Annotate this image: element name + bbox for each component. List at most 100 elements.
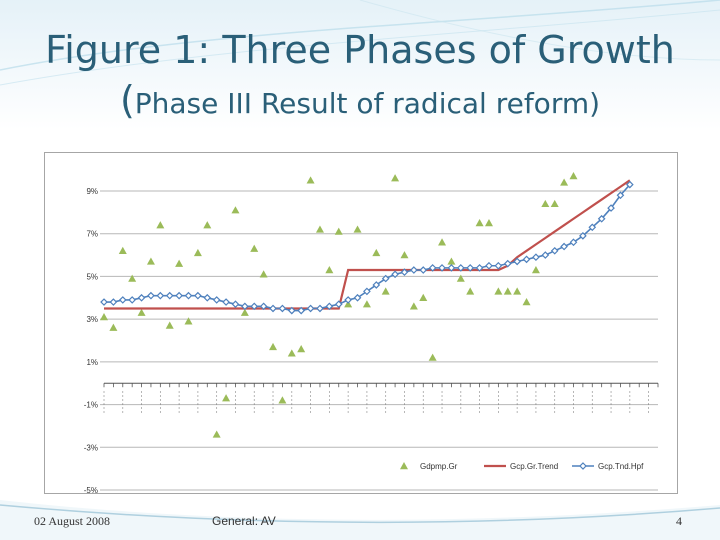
- data-point: [541, 251, 550, 259]
- data-point: [353, 293, 362, 302]
- data-point: [175, 291, 183, 300]
- data-point: [494, 287, 503, 295]
- data-point: [128, 274, 137, 282]
- data-point: [146, 257, 155, 265]
- data-point: [607, 204, 615, 212]
- slide-title: Figure 1: Three Phases of Growth: [45, 28, 675, 72]
- data-point: [428, 264, 437, 272]
- data-point: [259, 270, 268, 278]
- data-point: [240, 302, 249, 311]
- data-point: [400, 251, 409, 259]
- data-point: [588, 223, 597, 232]
- y-tick-label: 5%: [86, 272, 98, 281]
- data-point: [306, 176, 315, 184]
- data-point: [410, 266, 418, 274]
- data-point: [212, 430, 221, 438]
- data-point: [269, 304, 277, 313]
- grid-lines: [100, 190, 658, 491]
- data-point: [372, 248, 381, 257]
- data-point: [109, 298, 118, 306]
- chart-frame: [44, 152, 678, 494]
- data-point: [419, 266, 428, 274]
- data-point: [156, 291, 165, 300]
- footer-date: 02 August 2008: [34, 514, 111, 528]
- page-number: 4: [676, 514, 682, 528]
- data-point: [532, 253, 540, 262]
- data-point: [137, 293, 146, 302]
- data-point: [569, 172, 578, 180]
- slide-subtitle: (Phase III Result of radical reform): [0, 78, 720, 122]
- data-point: [541, 199, 550, 208]
- data-point: [250, 302, 259, 311]
- data-point: [184, 291, 193, 300]
- data-point: [306, 304, 315, 313]
- data-point: [316, 304, 324, 313]
- data-point: [513, 257, 522, 266]
- legend-item-0: Gdpmp.Gr: [400, 462, 458, 471]
- series-0: [100, 172, 578, 438]
- subtitle-text: Phase III Result of radical reform): [134, 87, 601, 120]
- footer-center: General: AV: [212, 514, 276, 528]
- y-tick-label: -1%: [84, 401, 98, 410]
- data-point: [128, 296, 137, 304]
- data-point: [363, 287, 371, 296]
- data-point: [513, 287, 522, 295]
- series-1: [104, 179, 631, 310]
- data-point: [184, 317, 193, 325]
- data-point: [118, 246, 127, 254]
- data-point: [503, 259, 512, 268]
- data-point: [109, 323, 118, 331]
- data-point: [400, 268, 409, 277]
- data-point: [156, 221, 165, 229]
- growth-chart: 9% 7% 5% 3% 1% -1% -3% -5% Gdpmp.Gr Gcp.Gr.Trend…: [44, 152, 678, 494]
- data-point: [409, 302, 418, 310]
- data-point: [231, 206, 240, 214]
- y-tick-label: -5%: [84, 486, 98, 494]
- data-point: [344, 296, 352, 304]
- data-point: [381, 274, 390, 283]
- data-point: [391, 270, 399, 279]
- data-point: [550, 199, 559, 208]
- data-point: [250, 244, 259, 252]
- series-line-1: [104, 179, 631, 310]
- y-tick-label: 7%: [86, 230, 98, 239]
- data-point: [240, 308, 249, 316]
- data-point: [297, 345, 306, 353]
- data-point: [175, 259, 184, 267]
- legend: Gdpmp.Gr Gcp.Gr.Trend Gcp.Tnd.Hpf: [400, 462, 644, 471]
- data-point: [522, 255, 531, 264]
- y-tick-label: 3%: [86, 315, 98, 324]
- data-point: [372, 281, 381, 289]
- data-point: [334, 300, 343, 309]
- data-point: [137, 308, 146, 316]
- data-point: [597, 214, 606, 223]
- data-point: [100, 313, 108, 321]
- y-axis-tick-labels: 9% 7% 5% 3% 1% -1% -3% -5%: [84, 187, 98, 494]
- y-tick-label: 9%: [86, 187, 98, 196]
- data-point: [438, 264, 446, 272]
- data-point: [278, 304, 287, 313]
- data-point: [353, 225, 362, 233]
- data-point: [287, 349, 296, 357]
- data-point: [447, 264, 456, 272]
- data-point: [212, 296, 221, 304]
- data-point: [222, 298, 230, 306]
- y-tick-label: 1%: [86, 358, 98, 367]
- data-point: [193, 248, 202, 257]
- data-point: [531, 266, 540, 274]
- subtitle-open-paren: (: [119, 78, 135, 122]
- legend-marker: [400, 462, 408, 470]
- series-layer: [100, 172, 634, 438]
- data-point: [456, 264, 465, 272]
- legend-label: Gdpmp.Gr: [420, 462, 458, 471]
- data-point: [503, 287, 512, 295]
- legend-label: Gcp.Tnd.Hpf: [598, 462, 644, 471]
- data-point: [447, 257, 456, 265]
- data-point: [165, 321, 174, 329]
- data-point: [222, 394, 231, 402]
- legend-label: Gcp.Gr.Trend: [510, 462, 558, 471]
- data-point: [456, 274, 465, 282]
- data-point: [344, 300, 353, 308]
- data-point: [494, 261, 503, 270]
- data-point: [391, 174, 400, 182]
